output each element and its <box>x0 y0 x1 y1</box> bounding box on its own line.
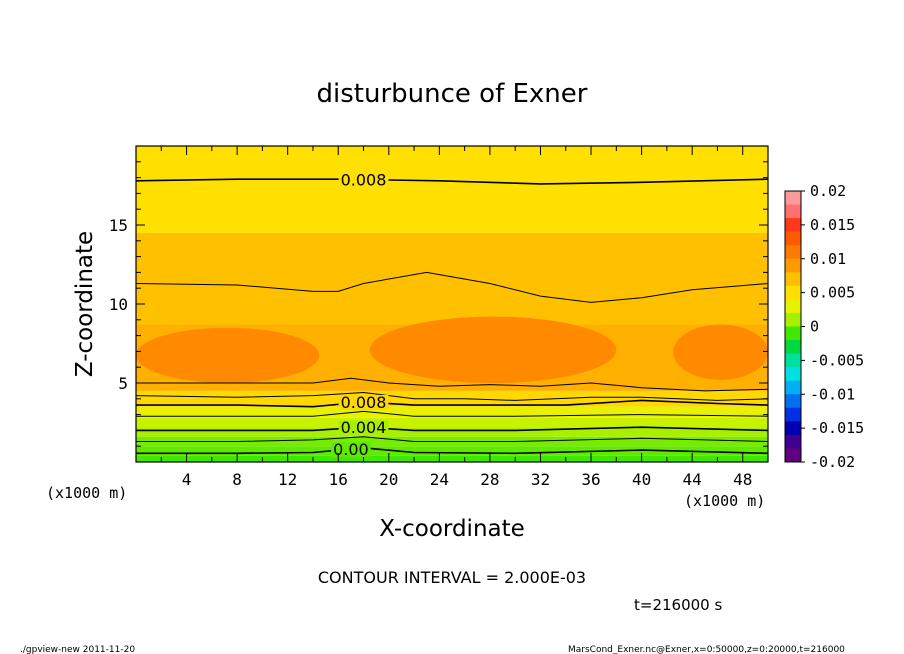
core-region-0 <box>136 327 320 383</box>
x-tick-label: 28 <box>480 470 499 489</box>
contour-line-4 <box>136 399 768 408</box>
x-tick-label: 36 <box>581 470 600 489</box>
footer-right: MarsCond_Exner.nc@Exner,x=0:50000,z=0:20… <box>568 645 845 654</box>
colorbar-segment <box>785 272 801 287</box>
colorbar-segment <box>785 299 801 314</box>
colorbar-label: -0.015 <box>810 419 864 437</box>
y-tick-label: 5 <box>118 374 128 393</box>
x-tick-label: 20 <box>379 470 398 489</box>
chart-title: disturbunce of Exner <box>317 79 588 109</box>
contour-label-bg-8 <box>331 441 371 457</box>
colorbar-segment <box>785 394 801 409</box>
contour-line-3 <box>136 391 768 401</box>
contour-labels: 0.008 0.008 0.004 0.00 <box>331 171 389 459</box>
x-tick-label: 24 <box>430 470 449 489</box>
colorbar-label: 0 <box>810 318 819 336</box>
colorbar-segment <box>785 448 801 463</box>
colorbar <box>784 190 805 463</box>
y-tick-label: 10 <box>109 295 128 314</box>
colorbar-segment <box>785 258 801 273</box>
colorbar-label: 0.005 <box>810 284 855 302</box>
contour-band-9 <box>136 146 768 233</box>
contour-lines <box>136 178 768 455</box>
footer-left: ./gpview-new 2011-11-20 <box>20 645 135 654</box>
contour-label-6: 0.004 <box>341 418 387 437</box>
colorbar-segment <box>785 407 801 422</box>
colorbar-segment <box>785 326 801 341</box>
colorbar-segment <box>785 218 801 233</box>
x-tick-label: 16 <box>329 470 348 489</box>
contour-line-5 <box>136 410 768 417</box>
core-region-2 <box>673 324 768 380</box>
colorbar-segment <box>785 421 801 436</box>
contour-band-1 <box>136 446 768 456</box>
x-tick-label: 32 <box>531 470 550 489</box>
contour-interval-text: CONTOUR INTERVAL = 2.000E-03 <box>318 568 586 587</box>
colorbar-segment <box>785 434 801 449</box>
x-tick-label: 8 <box>232 470 242 489</box>
contour-label-bg-0 <box>338 172 389 188</box>
colorbar-label: 0.02 <box>810 182 846 200</box>
contour-label-bg-6 <box>338 420 389 436</box>
colorbar-segment <box>785 353 801 368</box>
colorbar-segment <box>785 231 801 246</box>
contour-label-0: 0.008 <box>341 171 387 190</box>
colorbar-labels: 0.02 0.015 0.01 0.005 0 -0.005 -0.01 -0.015 -0.0… <box>810 182 864 471</box>
colorbar-label: 0.01 <box>810 250 846 268</box>
colorbar-segment <box>785 204 801 219</box>
x-tick-label: 12 <box>278 470 297 489</box>
contour-label-bg-4 <box>338 394 389 410</box>
x-tick-labels: 4 8 12 16 20 24 28 32 36 40 44 48 <box>182 470 753 489</box>
contour-line-6 <box>136 426 768 432</box>
contour-band-8 <box>136 232 768 325</box>
contour-line-8 <box>136 446 768 455</box>
x-axis-label: X-coordinate <box>379 516 525 542</box>
x-unit-label-left: (x1000 m) <box>46 484 127 502</box>
contour-label-4: 0.008 <box>341 393 387 412</box>
colorbar-segment <box>785 367 801 382</box>
plot-area <box>136 146 768 462</box>
y-unit-label-right: (x1000 m) <box>684 492 765 510</box>
x-tick-label: 40 <box>632 470 651 489</box>
axis-ticks <box>136 146 768 462</box>
x-tick-label: 48 <box>733 470 752 489</box>
contour-line-2 <box>136 377 768 392</box>
colorbar-label: -0.02 <box>810 453 855 471</box>
contour-line-1 <box>136 271 768 303</box>
colorbar-label: -0.01 <box>810 385 855 403</box>
contour-line-7 <box>136 436 768 442</box>
colorbar-segment <box>785 191 801 206</box>
contour-band-5 <box>136 406 768 418</box>
contour-band-3 <box>136 427 768 437</box>
x-tick-label: 44 <box>683 470 702 489</box>
colorbar-segment <box>785 245 801 260</box>
contour-line-0 <box>136 178 768 185</box>
colorbar-segment <box>785 285 801 300</box>
contour-band-4 <box>136 417 768 428</box>
y-axis-label: Z-coordinate <box>72 231 98 377</box>
colorbar-segment <box>785 312 801 327</box>
colorbar-label: -0.005 <box>810 351 864 369</box>
x-tick-label: 4 <box>182 470 192 489</box>
colorbar-segment <box>785 340 801 355</box>
y-tick-labels: 5 10 15 <box>109 216 128 393</box>
core-region-1 <box>369 316 617 383</box>
colorbar-segment <box>785 380 801 395</box>
contour-label-8: 0.00 <box>333 440 369 459</box>
time-text: t=216000 s <box>634 596 722 614</box>
contour-band-0 <box>136 455 768 462</box>
colorbar-label: 0.015 <box>810 216 855 234</box>
y-tick-label: 15 <box>109 216 128 235</box>
